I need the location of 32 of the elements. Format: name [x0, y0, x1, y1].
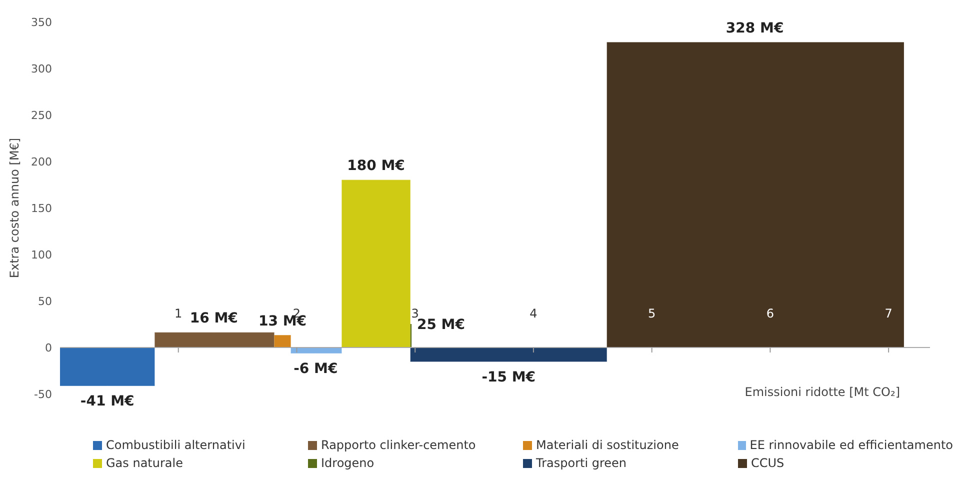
- y-axis-title: Extra costo annuo [M€]: [7, 138, 22, 278]
- legend-label: Combustibili alternativi: [106, 438, 246, 452]
- data-label: 180 M€: [347, 158, 405, 174]
- data-label: -41 M€: [80, 394, 134, 410]
- x-tick-label: 6: [766, 306, 774, 320]
- data-label: 328 M€: [726, 20, 784, 36]
- y-tick-label: 200: [31, 155, 52, 168]
- x-tick-label: 7: [884, 306, 892, 320]
- legend-label: Idrogeno: [321, 456, 374, 470]
- legend-label: Rapporto clinker-cemento: [321, 438, 476, 452]
- legend-label: Gas naturale: [106, 456, 183, 470]
- y-tick-label: 150: [31, 202, 52, 215]
- y-tick-label: 100: [31, 248, 52, 262]
- data-label: -6 M€: [294, 361, 338, 378]
- x-tick-label: 3: [411, 306, 419, 320]
- x-axis-title: Emissioni ridotte [Mt CO₂]: [744, 385, 900, 399]
- legend-label: CCUS: [751, 456, 784, 470]
- y-tick-label: 300: [31, 62, 52, 76]
- legend-label: Trasporti green: [536, 456, 627, 470]
- data-label: -15 M€: [482, 369, 536, 386]
- legend-label: Materiali di sostituzione: [536, 438, 679, 452]
- x-tick-label: 5: [648, 306, 656, 320]
- data-label: 16 M€: [190, 310, 238, 327]
- y-tick-label: 50: [38, 294, 52, 308]
- x-tick-label: 4: [530, 306, 538, 320]
- y-tick-label: 250: [31, 108, 52, 122]
- x-tick-label: 1: [174, 306, 182, 320]
- data-label: 25 M€: [416, 317, 465, 334]
- y-tick-label: 350: [31, 16, 52, 29]
- legend-label: EE rinnovabile ed efficientamento: [750, 438, 953, 452]
- y-tick-label: 0: [45, 341, 52, 354]
- y-tick-label: -50: [34, 388, 52, 401]
